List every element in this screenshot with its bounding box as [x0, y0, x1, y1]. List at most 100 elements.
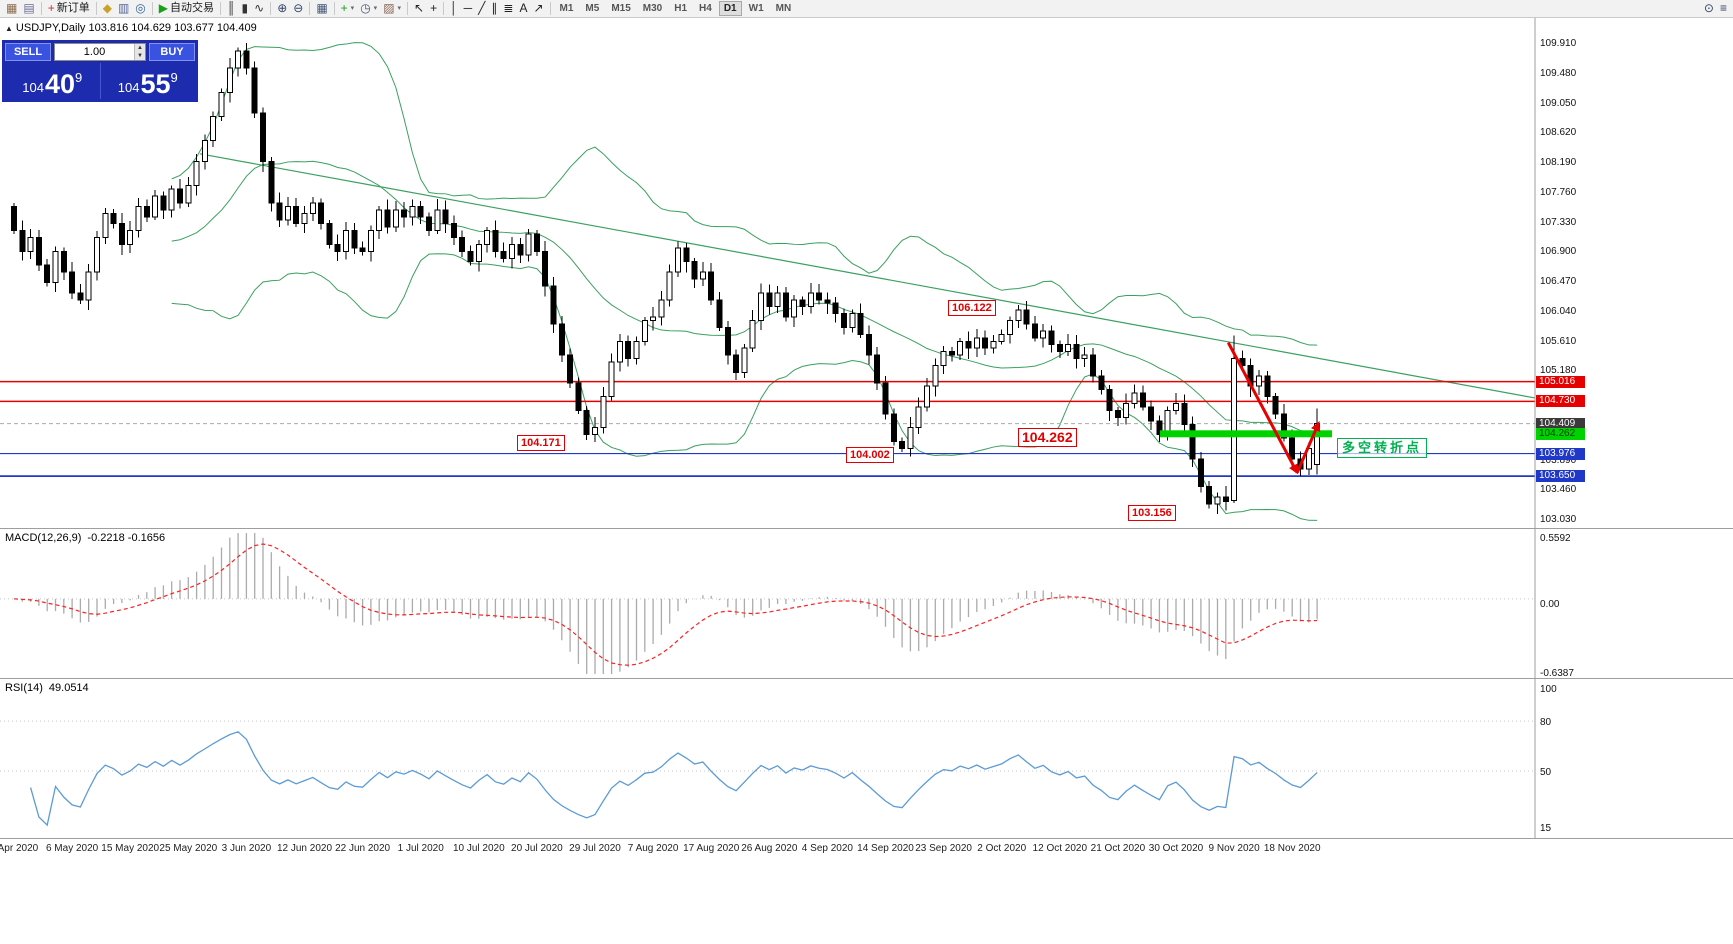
date-axis-label: 1 Jul 2020: [397, 843, 444, 854]
channel-icon[interactable]: ∥: [491, 1, 498, 15]
price-callout[interactable]: 103.156: [1128, 505, 1176, 521]
timeframe-d1-button[interactable]: D1: [718, 1, 742, 16]
toolbar-separator: [40, 2, 42, 15]
rsi-panel: RSI(14) 49.0514 100 80 50 15: [0, 679, 1733, 838]
date-axis-label: 25 May 2020: [159, 843, 218, 854]
new-order-button[interactable]: + 新订单: [47, 1, 90, 15]
price-axis-label: 109.050: [1540, 97, 1577, 109]
date-axis-label: 17 Aug 2020: [683, 843, 740, 854]
data-window-icon[interactable]: ▥: [117, 1, 130, 15]
new-chart-icon[interactable]: ▦: [6, 1, 18, 15]
macd-canvas[interactable]: [0, 529, 1733, 678]
candlestick-chart-icon[interactable]: ▮: [241, 1, 249, 15]
bollinger-layer: [171, 42, 1536, 521]
zoom-out-icon[interactable]: ⊖: [293, 1, 304, 15]
indicators-icon[interactable]: + ▾: [340, 1, 355, 15]
date-axis-label: 15 May 2020: [101, 843, 160, 854]
sell-button[interactable]: SELL: [5, 43, 51, 61]
timeframe-h1-button[interactable]: H1: [674, 3, 688, 14]
macd-panel: MACD(12,26,9) -0.2218 -0.1656 0.5592 0.00 -…: [0, 529, 1733, 679]
bar-chart-icon[interactable]: ║: [227, 1, 236, 15]
macd-histogram: [21, 533, 1318, 674]
price-axis-label: 106.900: [1540, 246, 1577, 258]
support-zone-line: [1160, 430, 1332, 438]
line-chart-icon[interactable]: ∿: [254, 1, 265, 15]
timeframe-h4-button[interactable]: H4: [699, 3, 712, 14]
date-axis-label: 7 Apr 2020: [0, 843, 39, 854]
timeframe-m15-button[interactable]: M15: [611, 3, 631, 14]
toolbar-separator: [220, 2, 221, 15]
autotrading-button[interactable]: ▶ 自动交易: [158, 1, 214, 15]
timeframe-w1-button[interactable]: W1: [748, 3, 764, 14]
date-axis-label: 18 Nov 2020: [1263, 843, 1321, 854]
buy-price[interactable]: 104 55 9: [117, 69, 178, 99]
zoom-in-icon[interactable]: ⊕: [277, 1, 288, 15]
search-icon[interactable]: ⊙: [1703, 1, 1714, 15]
rsi-canvas[interactable]: [0, 679, 1733, 838]
date-axis-label: 30 Oct 2020: [1148, 843, 1204, 854]
price-axis-label: 106.040: [1540, 305, 1577, 317]
toolbar-separator: [549, 2, 551, 15]
navigator-icon[interactable]: ◎: [135, 1, 146, 15]
horizontal-line-icon[interactable]: ─: [463, 1, 473, 15]
timeframe-m30-button[interactable]: M30: [642, 3, 663, 14]
price-tag: 104.730: [1536, 395, 1585, 408]
rsi-axis-label: 80: [1540, 717, 1552, 729]
volume-input[interactable]: [55, 44, 134, 60]
cursor-icon[interactable]: ↖: [414, 1, 425, 15]
arrows-tool-icon[interactable]: ↗: [533, 1, 544, 15]
price-callout[interactable]: 106.122: [948, 300, 996, 316]
rsi-line: [29, 731, 1318, 827]
tile-windows-icon[interactable]: ▦: [316, 1, 328, 15]
text-icon[interactable]: A: [519, 1, 528, 15]
price-callout[interactable]: 104.171: [517, 435, 565, 451]
periods-icon[interactable]: ◷ ▾: [360, 1, 378, 15]
toolbar-separator: [95, 2, 97, 15]
panel-separator[interactable]: [0, 678, 1733, 679]
date-axis-label: 6 May 2020: [45, 843, 99, 854]
rsi-axis-label: 15: [1540, 823, 1552, 834]
price-axis-label: 109.910: [1540, 38, 1577, 50]
price-chart-canvas[interactable]: [0, 18, 1733, 528]
price-axis-label: 108.620: [1540, 127, 1577, 139]
price-axis-label: 109.480: [1540, 67, 1577, 79]
sell-price[interactable]: 104 40 9: [22, 69, 83, 99]
buy-button[interactable]: BUY: [149, 43, 195, 61]
templates-icon[interactable]: ▨ ▾: [383, 1, 402, 15]
timeframe-mn-button[interactable]: MN: [775, 3, 792, 14]
trendline-icon[interactable]: ╱: [478, 1, 486, 15]
panel-separator[interactable]: [0, 528, 1733, 529]
chart-expand-icon: ▲: [5, 24, 13, 33]
toolbar-separator: [151, 2, 153, 15]
volume-stepper[interactable]: ▲ ▼: [54, 43, 146, 61]
chart-profiles-icon[interactable]: ▤: [23, 1, 35, 15]
rsi-axis-label: 50: [1540, 766, 1552, 778]
date-axis-label: 7 Aug 2020: [627, 843, 679, 854]
rsi-axis-label: 100: [1540, 684, 1557, 695]
toolbar-right-group: ⊙ ≡: [1701, 1, 1730, 16]
vertical-line-icon[interactable]: │: [450, 1, 458, 15]
volume-up-button[interactable]: ▲: [134, 44, 145, 52]
date-axis-label: 26 Aug 2020: [741, 843, 798, 854]
macd-signal-line: [13, 543, 1318, 666]
crosshair-icon[interactable]: +: [430, 1, 438, 15]
macd-axis-label: 0.00: [1540, 598, 1560, 610]
price-callout[interactable]: 104.002: [846, 447, 894, 463]
price-chart-panel: ▲ USDJPY,Daily 103.816 104.629 103.677 10…: [0, 18, 1733, 528]
date-axis-label: 12 Oct 2020: [1032, 843, 1088, 854]
market-watch-icon[interactable]: ◆: [102, 1, 112, 15]
timeframe-m1-button[interactable]: M1: [559, 3, 574, 14]
date-axis-label: 14 Sep 2020: [857, 843, 914, 854]
turning-point-annotation[interactable]: 多空转折点: [1337, 438, 1428, 458]
price-axis-label: 105.180: [1540, 365, 1577, 377]
rsi-label: RSI(14) 49.0514: [5, 682, 89, 694]
candles-layer: [11, 42, 1321, 514]
price-callout[interactable]: 104.262: [1018, 428, 1077, 447]
toolbar-separator: [270, 2, 272, 15]
fibonacci-icon[interactable]: ≣: [503, 1, 514, 15]
timeframe-m5-button[interactable]: M5: [585, 3, 600, 14]
layout-icon[interactable]: ≡: [1719, 1, 1727, 15]
volume-down-button[interactable]: ▼: [134, 52, 145, 60]
